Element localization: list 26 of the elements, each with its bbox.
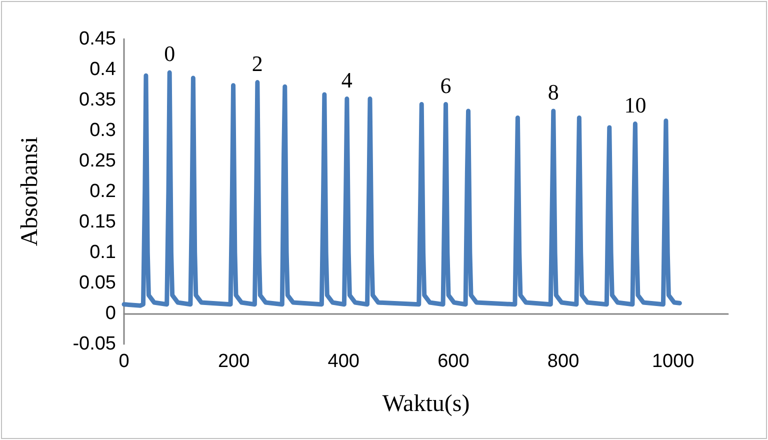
- x-axis-title: Waktu(s): [382, 391, 470, 417]
- annotation: 10: [624, 92, 646, 118]
- x-tick-label: 600: [438, 351, 470, 372]
- line-series: [122, 70, 682, 308]
- y-tick-label: 0.4: [90, 59, 116, 80]
- x-tick-label: 800: [547, 351, 580, 372]
- y-axis-title: Absorbansi: [17, 136, 43, 246]
- y-tick-label: 0: [105, 303, 116, 324]
- annotation: 4: [341, 67, 352, 92]
- x-tick-label: 1000: [652, 351, 694, 372]
- x-tick-label: 200: [218, 351, 250, 372]
- y-tick-label: 0.05: [79, 272, 116, 294]
- y-tick-label: 0.1: [90, 242, 116, 263]
- y-tick-label: 0.15: [79, 212, 116, 232]
- annotation: 0: [164, 41, 176, 66]
- annotation: 8: [548, 79, 559, 104]
- x-tick-label: 400: [328, 351, 360, 372]
- x-tick-label: 0: [118, 351, 130, 372]
- y-tick-label: 0.35: [79, 90, 116, 110]
- y-tick-label: 0.2: [90, 181, 116, 202]
- y-tick-label: 0.45: [79, 28, 116, 50]
- y-tick-label: 0.3: [90, 120, 116, 141]
- annotation: 6: [440, 72, 452, 98]
- y-tick-label: 0.25: [79, 150, 116, 172]
- y-tick-label: -0.05: [72, 334, 116, 354]
- annotation: 2: [252, 50, 263, 76]
